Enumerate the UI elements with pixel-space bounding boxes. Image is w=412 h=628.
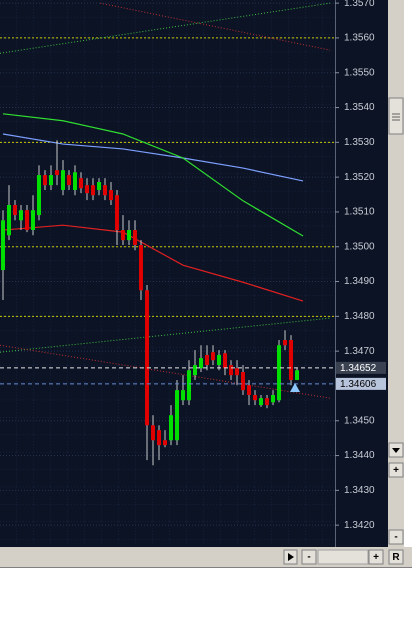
right-arrow-icon <box>288 553 294 561</box>
horizontal-track <box>317 549 369 565</box>
reset-button[interactable] <box>388 549 404 565</box>
vertical-zoom-in-button[interactable] <box>388 462 404 478</box>
y-tick-label: 1.3470 <box>344 346 375 357</box>
candle-body <box>277 345 282 401</box>
indicator-line <box>2 133 304 182</box>
order-arrow <box>290 383 300 392</box>
zoom-out-label: - <box>394 532 397 543</box>
zoom-in-label: + <box>373 552 379 563</box>
candle-body <box>169 415 174 441</box>
candle-body <box>7 204 12 236</box>
y-tick-label: 1.3450 <box>344 415 375 426</box>
candle-body <box>49 175 54 186</box>
candle-body <box>37 175 42 216</box>
candle-body <box>85 185 90 194</box>
y-tick-label: 1.3560 <box>344 33 375 44</box>
candle-body <box>175 390 180 441</box>
scroll-thumb[interactable] <box>388 97 404 135</box>
candle-body <box>193 365 198 376</box>
y-tick-label: 1.3490 <box>344 276 375 287</box>
y-tick-label: 1.3510 <box>344 207 375 218</box>
candle-body <box>235 368 240 376</box>
candle-body <box>217 354 222 366</box>
candle-body <box>133 230 138 246</box>
fine-grid <box>0 0 335 545</box>
horizontal-zoom-out-button[interactable] <box>301 549 317 565</box>
candle-body <box>259 398 264 406</box>
y-tick-label: 1.3530 <box>344 137 375 148</box>
candle-body <box>61 170 66 191</box>
y-tick-label: 1.3480 <box>344 311 375 322</box>
candle-body <box>295 370 300 381</box>
candle-body <box>271 395 276 403</box>
y-tick-label: 1.3500 <box>344 241 375 252</box>
candle-body <box>247 385 252 396</box>
y-tick-label: 1.3550 <box>344 67 375 78</box>
zoom-out-label: - <box>307 552 310 563</box>
candle-body <box>13 204 18 216</box>
candle-body <box>265 398 270 406</box>
y-tick-label: 1.3520 <box>344 172 375 183</box>
y-tick-label: 1.3420 <box>344 520 375 531</box>
zoom-in-label: + <box>393 465 399 476</box>
candle-body <box>223 353 228 369</box>
candle-body <box>187 370 192 401</box>
candle-body <box>97 182 102 191</box>
candle-body <box>253 395 258 401</box>
plot-area <box>0 2 335 526</box>
ask-label-box <box>336 377 386 390</box>
candle-body <box>79 178 84 189</box>
candle-body <box>115 195 120 231</box>
bid-label: 1.34652 <box>340 363 377 374</box>
candle-body <box>199 358 204 369</box>
candle-body <box>109 190 114 201</box>
y-tick-label: 1.3540 <box>344 102 375 113</box>
candle-body <box>43 175 48 186</box>
candle-body <box>127 230 132 241</box>
candle-body <box>91 185 96 196</box>
candle-body <box>229 365 234 376</box>
bid-label-box <box>336 361 386 374</box>
indicator-line <box>2 224 304 302</box>
indicator-line <box>2 113 304 237</box>
candle-body <box>121 230 126 241</box>
candle-body <box>19 210 24 221</box>
vertical-scrollbar <box>388 0 404 547</box>
trend-line <box>0 317 331 353</box>
ask-label: 1.34606 <box>340 379 377 390</box>
down-arrow-icon <box>392 448 400 453</box>
candle-body <box>157 430 162 446</box>
y-tick-label: 1.3570 <box>344 0 375 9</box>
candle-body <box>205 354 210 366</box>
y-tick-label: 1.3430 <box>344 485 375 496</box>
candle-body <box>67 175 72 186</box>
candle-body <box>55 170 60 176</box>
candle-body <box>73 172 78 191</box>
vertical-zoom-out-button[interactable] <box>388 529 404 545</box>
candle-body <box>283 340 288 346</box>
candle-body <box>181 390 186 401</box>
candle-body <box>25 210 30 231</box>
candle-body <box>139 245 144 291</box>
candle-body <box>1 220 6 271</box>
candle-body <box>241 372 246 391</box>
candle-body <box>145 290 150 426</box>
y-tick-label: 1.3440 <box>344 450 375 461</box>
candle-body <box>103 185 108 196</box>
candle-body <box>163 440 168 446</box>
thumb-grip <box>392 113 400 121</box>
trend-line <box>100 2 331 51</box>
candle-body <box>151 425 156 441</box>
candle-body <box>211 352 216 361</box>
horizontal-zoom-in-button[interactable] <box>368 549 384 565</box>
reset-label: R <box>392 552 400 563</box>
candle-body <box>289 340 294 381</box>
candle-body <box>31 210 36 231</box>
